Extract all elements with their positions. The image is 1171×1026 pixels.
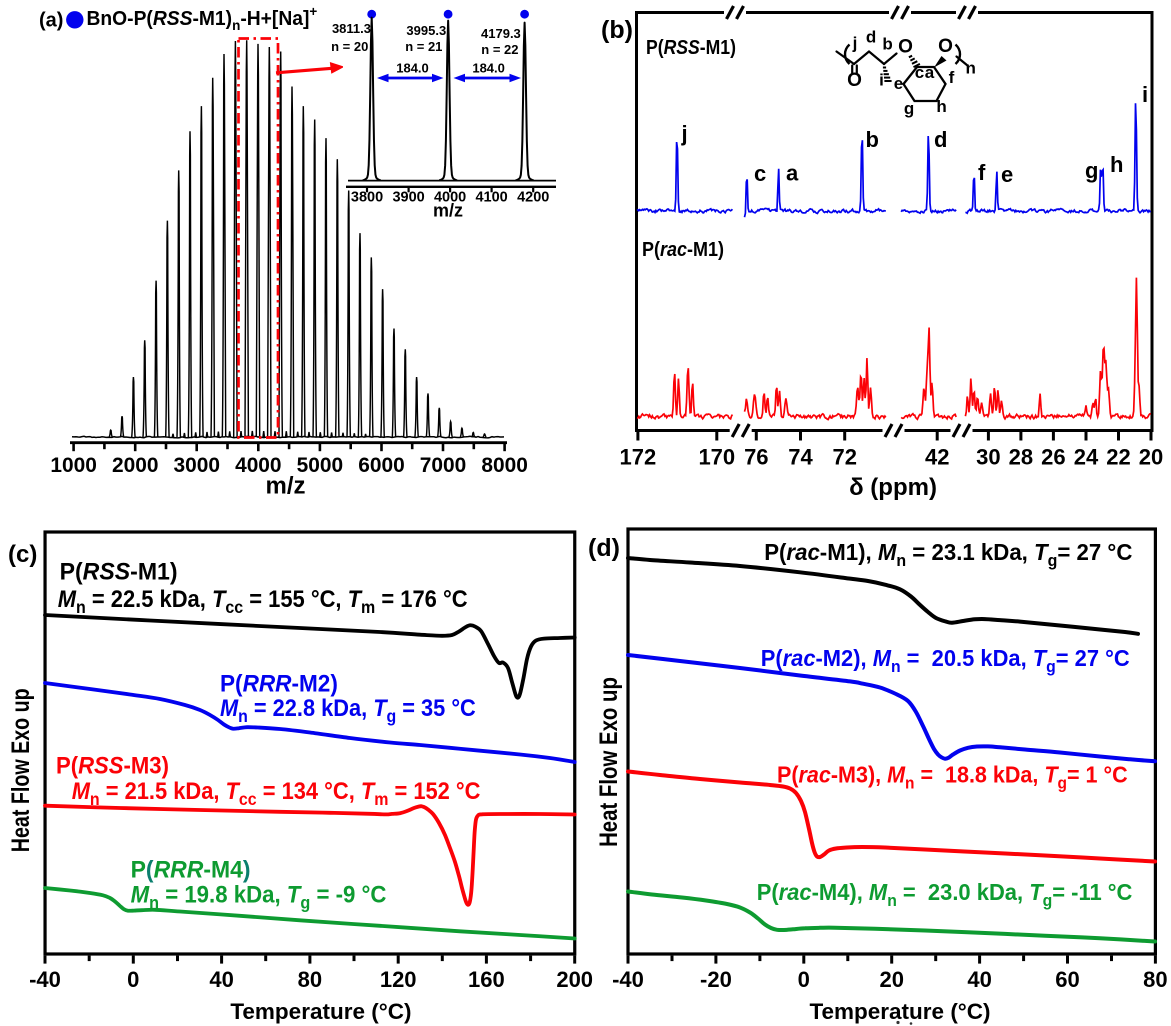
svg-text:O: O bbox=[938, 36, 953, 57]
svg-text:n = 21: n = 21 bbox=[405, 39, 442, 54]
svg-text:24: 24 bbox=[1074, 445, 1099, 470]
svg-text:120: 120 bbox=[380, 967, 417, 992]
svg-text:P(rac-M1): P(rac-M1) bbox=[642, 239, 724, 261]
svg-text:72: 72 bbox=[832, 445, 856, 470]
svg-text:b: b bbox=[866, 127, 879, 152]
svg-text:26: 26 bbox=[1041, 445, 1065, 470]
svg-text:172: 172 bbox=[620, 445, 657, 470]
svg-text:7000: 7000 bbox=[420, 454, 466, 477]
svg-text:170: 170 bbox=[698, 445, 735, 470]
svg-text:Temperature (°C): Temperature (°C) bbox=[809, 999, 990, 1024]
svg-text:60: 60 bbox=[1055, 967, 1079, 992]
svg-text:4179.3: 4179.3 bbox=[481, 26, 521, 41]
svg-text:3900: 3900 bbox=[392, 190, 424, 206]
svg-text:3000: 3000 bbox=[173, 454, 219, 477]
svg-text:40: 40 bbox=[967, 967, 991, 992]
svg-text:0: 0 bbox=[798, 967, 810, 992]
svg-text:f: f bbox=[978, 160, 986, 185]
svg-text:80: 80 bbox=[298, 967, 322, 992]
svg-text:O: O bbox=[847, 70, 862, 91]
svg-text:n = 22: n = 22 bbox=[481, 42, 518, 57]
svg-text:184.0: 184.0 bbox=[472, 61, 505, 76]
svg-text:40: 40 bbox=[209, 967, 233, 992]
svg-text:Mn​ = 22.5 kDa, Tcc​ = 155 °C,: Mn​ = 22.5 kDa, Tcc​ = 155 °C, Tm​ = 176… bbox=[58, 585, 468, 617]
svg-text:184.0: 184.0 bbox=[396, 61, 429, 76]
svg-text:(b): (b) bbox=[601, 16, 633, 44]
svg-text:74: 74 bbox=[788, 445, 813, 470]
svg-text:Mn​ = 22.8 kDa, Tg​ = 35 °C: Mn​ = 22.8 kDa, Tg​ = 35 °C bbox=[220, 694, 476, 726]
svg-text:4000: 4000 bbox=[434, 190, 466, 206]
svg-text:h: h bbox=[936, 97, 946, 116]
svg-text:a: a bbox=[786, 161, 799, 186]
svg-text:c: c bbox=[915, 63, 924, 82]
svg-text:P(rac-M1), Mn​ = 23.1 kDa, Tg​: P(rac-M1), Mn​ = 23.1 kDa, Tg​= 27 °C bbox=[764, 540, 1132, 570]
svg-text:8000: 8000 bbox=[481, 454, 527, 477]
svg-text:P(RSS-M3): P(RSS-M3) bbox=[56, 751, 169, 778]
svg-text:3995.3: 3995.3 bbox=[406, 23, 446, 38]
svg-text:0: 0 bbox=[127, 967, 139, 992]
svg-text:-20: -20 bbox=[700, 967, 732, 992]
svg-text:P(RRR-M2): P(RRR-M2) bbox=[220, 670, 338, 697]
svg-text:30: 30 bbox=[976, 445, 1000, 470]
svg-text:22: 22 bbox=[1106, 445, 1130, 470]
svg-text:P(RRR-M4): P(RRR-M4) bbox=[131, 857, 251, 884]
svg-text:g: g bbox=[1085, 158, 1098, 183]
svg-text:e: e bbox=[894, 74, 903, 93]
svg-text:j: j bbox=[852, 34, 858, 53]
svg-text:20: 20 bbox=[1139, 445, 1163, 470]
svg-text:4200: 4200 bbox=[517, 190, 549, 206]
svg-text:3811.3: 3811.3 bbox=[332, 21, 371, 36]
svg-text:a: a bbox=[925, 63, 935, 82]
svg-text:6000: 6000 bbox=[358, 454, 404, 477]
svg-text:28: 28 bbox=[1009, 445, 1033, 470]
svg-text:76: 76 bbox=[744, 445, 768, 470]
svg-text:P(RSS-M1): P(RSS-M1) bbox=[60, 558, 178, 586]
svg-text:P(rac-M4), Mn​ = 23.0 kDa, Tg: P(rac-M4), Mn​ = 23.0 kDa, Tg​= -11 °C bbox=[757, 880, 1133, 911]
svg-text:80: 80 bbox=[1143, 967, 1167, 992]
svg-text:4000: 4000 bbox=[235, 454, 281, 477]
svg-text:f: f bbox=[949, 68, 955, 87]
svg-text:j: j bbox=[681, 121, 688, 146]
svg-text:d: d bbox=[866, 28, 876, 47]
svg-text:(c): (c) bbox=[8, 541, 37, 568]
svg-text:2000: 2000 bbox=[112, 454, 158, 477]
svg-text:BnO-P(RSS-M1)n​-H+[Na]+​: BnO-P(RSS-M1)n​-H+[Na]+​ bbox=[87, 4, 318, 33]
svg-text:i: i bbox=[1142, 82, 1148, 107]
svg-text:m/z: m/z bbox=[265, 473, 305, 500]
svg-text:4100: 4100 bbox=[475, 190, 507, 206]
svg-text:5000: 5000 bbox=[297, 454, 343, 477]
svg-text:160: 160 bbox=[468, 967, 505, 992]
svg-text:(d): (d) bbox=[588, 534, 620, 562]
svg-text:Heat Flow Exo up: Heat Flow Exo up bbox=[7, 688, 35, 852]
svg-text:O: O bbox=[898, 37, 913, 58]
svg-text:P(rac-M3), Mn​ = 18.8 kDa, Tg: P(rac-M3), Mn​ = 18.8 kDa, Tg​= 1 °C bbox=[777, 762, 1128, 793]
svg-text:b: b bbox=[882, 35, 892, 54]
svg-text:g: g bbox=[904, 99, 914, 118]
svg-text:Heat Flow Exo up: Heat Flow Exo up bbox=[594, 677, 622, 847]
svg-text:200: 200 bbox=[556, 967, 593, 992]
svg-text:d: d bbox=[934, 127, 947, 152]
svg-text:-40: -40 bbox=[612, 967, 644, 992]
svg-text:42: 42 bbox=[925, 445, 949, 470]
svg-text:Mn​ = 21.5 kDa, Tcc​ = 134 °C,: Mn​ = 21.5 kDa, Tcc​ = 134 °C, Tm​ = 152… bbox=[72, 777, 481, 809]
svg-text:(a): (a) bbox=[39, 10, 63, 32]
svg-text:Temperature (°C): Temperature (°C) bbox=[230, 999, 411, 1024]
svg-text:m/z: m/z bbox=[433, 201, 463, 221]
svg-text:1000: 1000 bbox=[50, 454, 96, 477]
svg-text:P(RSS-M1): P(RSS-M1) bbox=[646, 36, 736, 58]
svg-text:h: h bbox=[1110, 152, 1123, 177]
svg-text:Mn​ = 19.8 kDa, Tg​ = -9 °C: Mn​ = 19.8 kDa, Tg​ = -9 °C bbox=[131, 881, 387, 913]
svg-text:3800: 3800 bbox=[351, 190, 383, 206]
svg-text:i: i bbox=[879, 71, 884, 90]
svg-text:-40: -40 bbox=[29, 967, 61, 992]
svg-text:e: e bbox=[1001, 162, 1013, 187]
svg-text:20: 20 bbox=[879, 967, 903, 992]
svg-text:c: c bbox=[754, 161, 766, 186]
svg-text:n: n bbox=[966, 59, 976, 78]
svg-text:P(rac-M2), Mn​ = 20.5 kDa, Tg: P(rac-M2), Mn​ = 20.5 kDa, Tg​= 27 °C bbox=[761, 646, 1130, 677]
svg-text:n = 20: n = 20 bbox=[331, 39, 368, 54]
svg-text:δ (ppm): δ (ppm) bbox=[849, 474, 937, 501]
